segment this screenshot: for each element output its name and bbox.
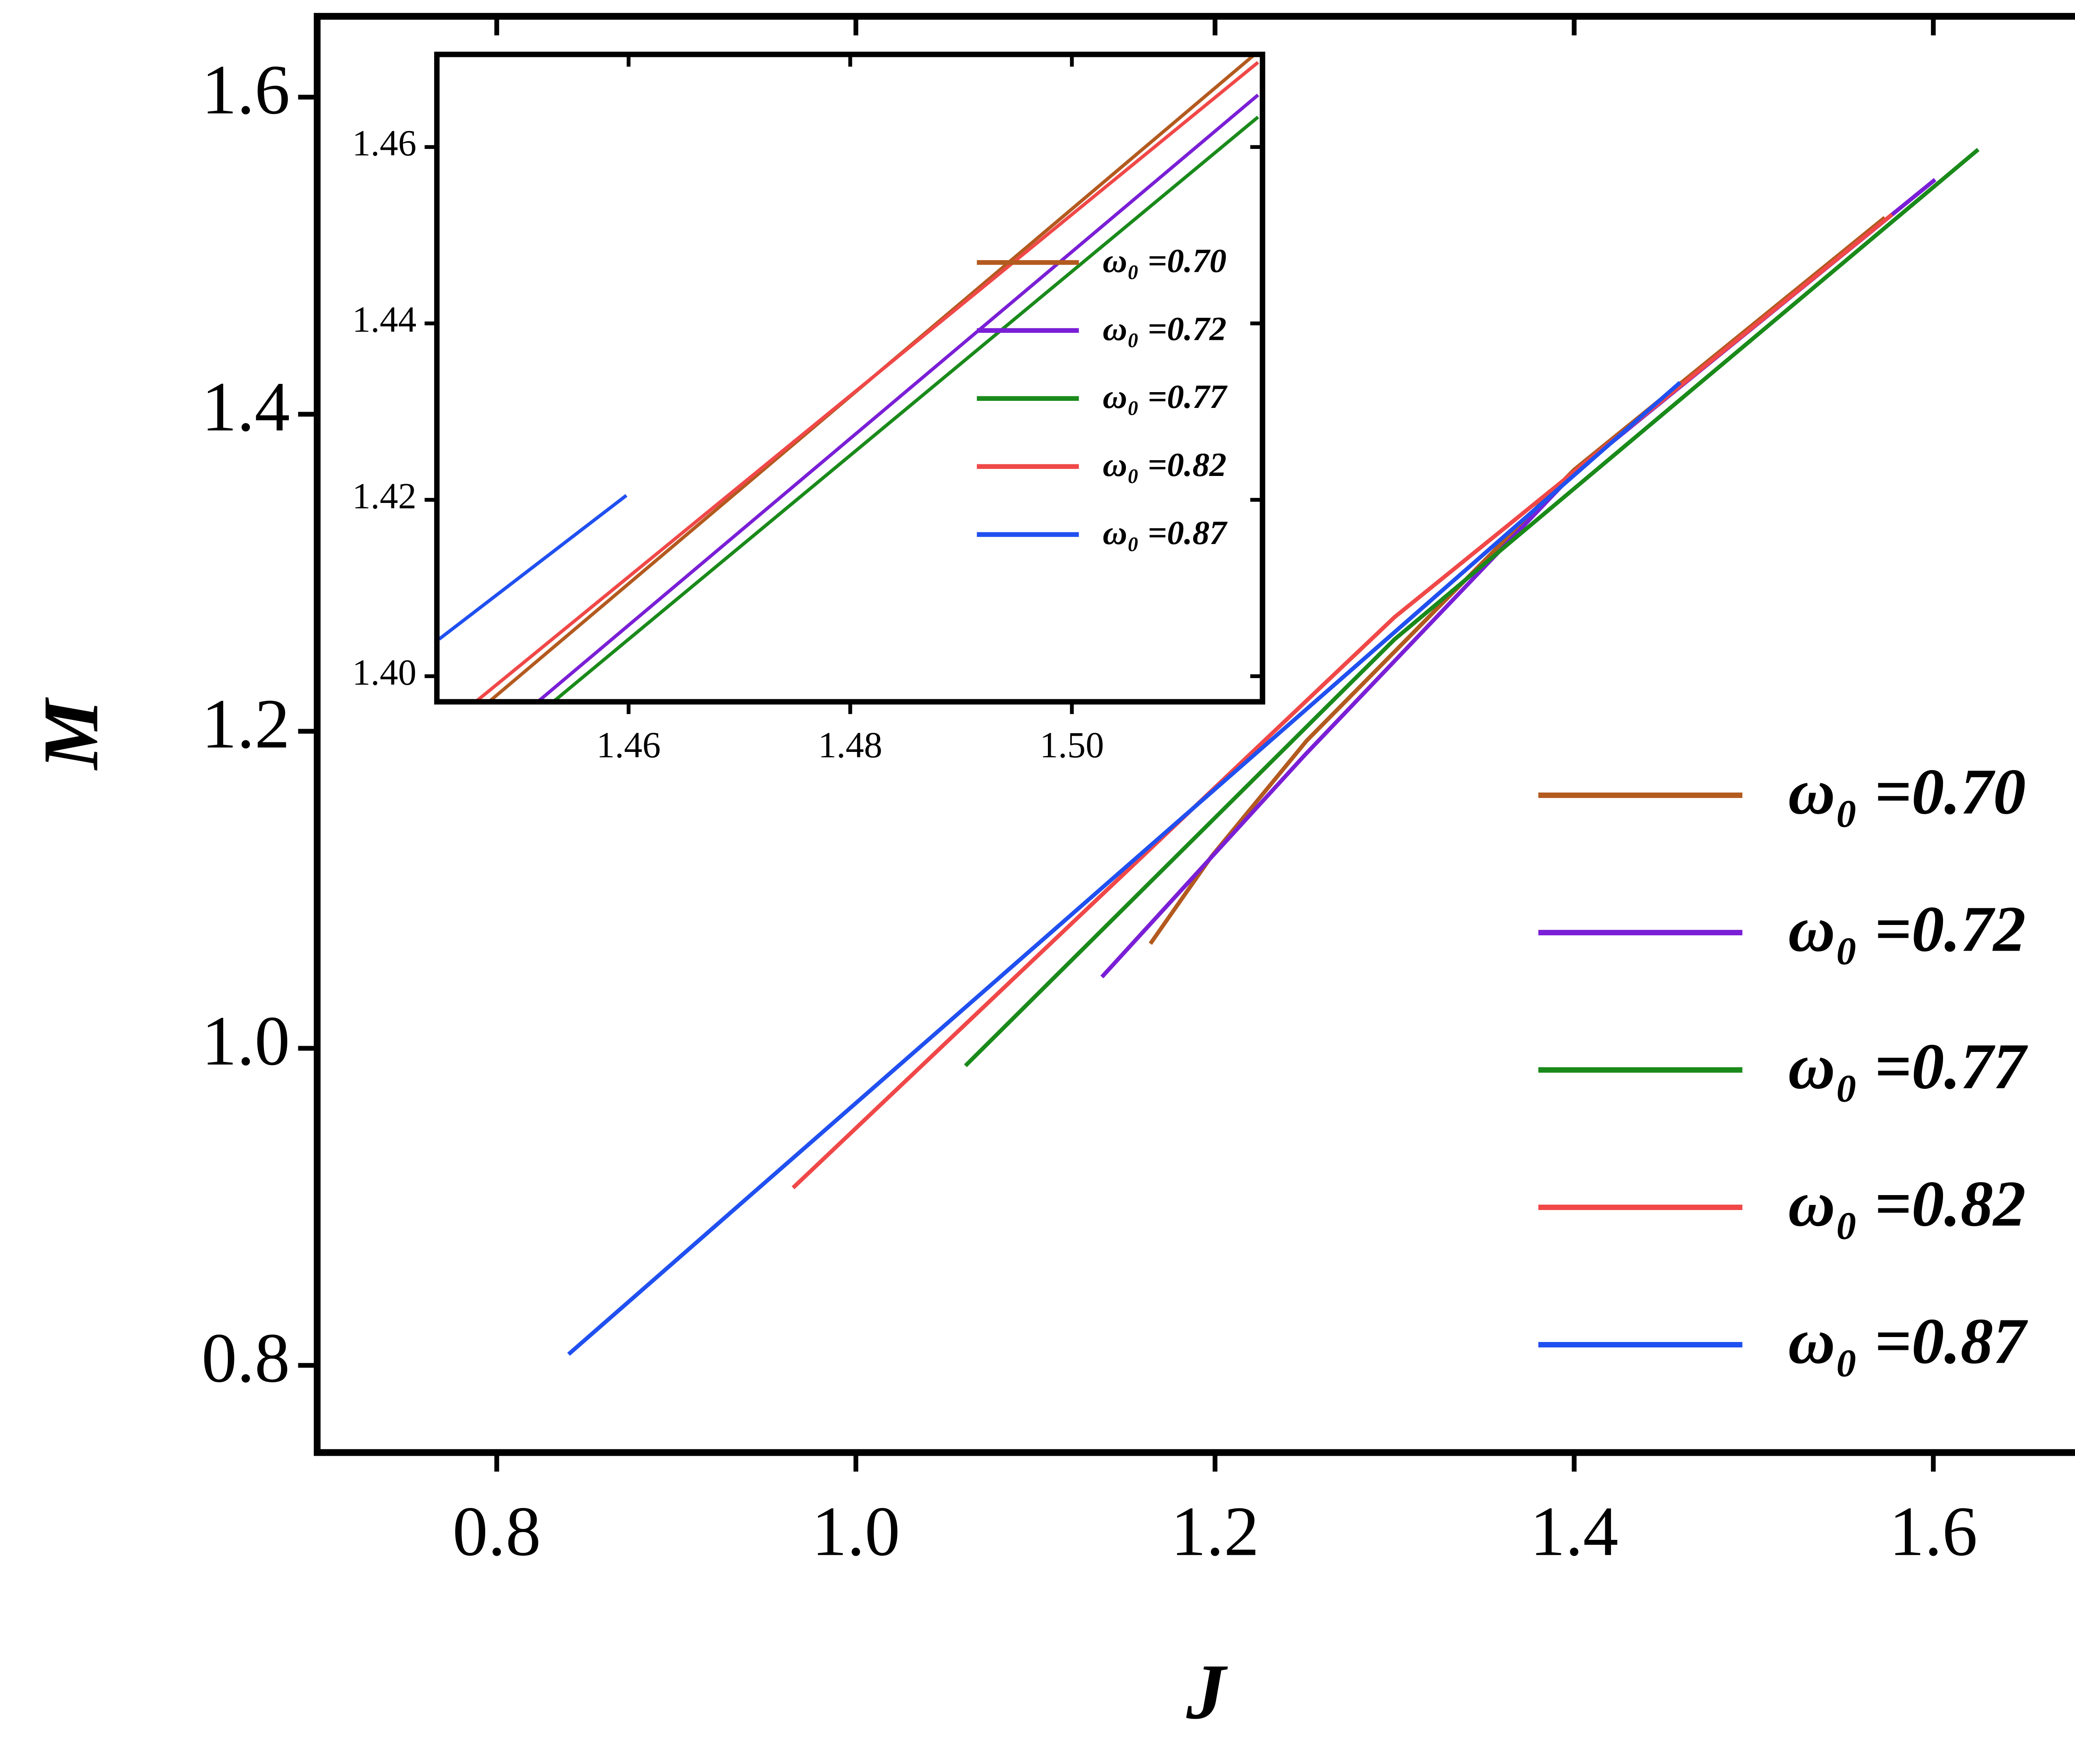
y-tick-label: 1.40 bbox=[352, 652, 417, 693]
plot-lines bbox=[567, 148, 1980, 1356]
y-tick-label: 1.44 bbox=[352, 300, 417, 340]
plot-frame bbox=[314, 13, 2075, 1456]
legend-label: ω₀ =0.87 bbox=[1788, 1305, 2028, 1378]
x-tick-label: 1.2 bbox=[1171, 1492, 1259, 1570]
y-tick-label: 1.46 bbox=[352, 123, 417, 164]
y-tick-label: 1.6 bbox=[202, 50, 290, 129]
x-tick-label: 1.50 bbox=[1040, 725, 1104, 766]
x-tick-label: 1.0 bbox=[812, 1492, 900, 1570]
x-tick-label: 0.8 bbox=[452, 1492, 541, 1570]
legend-label: ω₀ =0.70 bbox=[1788, 756, 2026, 828]
data-line bbox=[474, 61, 1260, 702]
y-axis-label: M bbox=[27, 697, 115, 771]
x-tick-label: 1.4 bbox=[1530, 1492, 1618, 1570]
x-tick-label: 1.48 bbox=[818, 725, 882, 766]
legend-label: ω₀ =0.82 bbox=[1788, 1168, 2026, 1240]
x-tick-label: 1.46 bbox=[596, 725, 661, 766]
legend-label: ω₀ =0.87 bbox=[1103, 514, 1228, 551]
data-line bbox=[438, 494, 627, 641]
data-line bbox=[964, 148, 1980, 1067]
legend-label: ω₀ =0.82 bbox=[1103, 446, 1226, 483]
data-line bbox=[791, 213, 1894, 1190]
legend-label: ω₀ =0.77 bbox=[1103, 378, 1228, 415]
legend-label: ω₀ =0.70 bbox=[1103, 242, 1226, 279]
y-tick-label: 1.2 bbox=[202, 684, 290, 763]
y-tick-label: 1.4 bbox=[202, 367, 290, 446]
data-line bbox=[537, 93, 1260, 702]
y-tick-label: 1.0 bbox=[202, 1001, 290, 1080]
legend-label: ω₀ =0.72 bbox=[1103, 310, 1226, 347]
legend-label: ω₀ =0.72 bbox=[1788, 893, 2026, 965]
data-line bbox=[567, 381, 1682, 1356]
x-tick-label: 1.6 bbox=[1889, 1492, 1977, 1570]
plot-lines bbox=[438, 54, 1260, 702]
x-axis-label: J bbox=[1186, 1649, 1228, 1736]
data-line bbox=[552, 115, 1260, 702]
y-tick-label: 1.42 bbox=[352, 476, 417, 517]
legend-label: ω₀ =0.77 bbox=[1788, 1030, 2028, 1103]
y-tick-label: 0.8 bbox=[202, 1318, 290, 1397]
